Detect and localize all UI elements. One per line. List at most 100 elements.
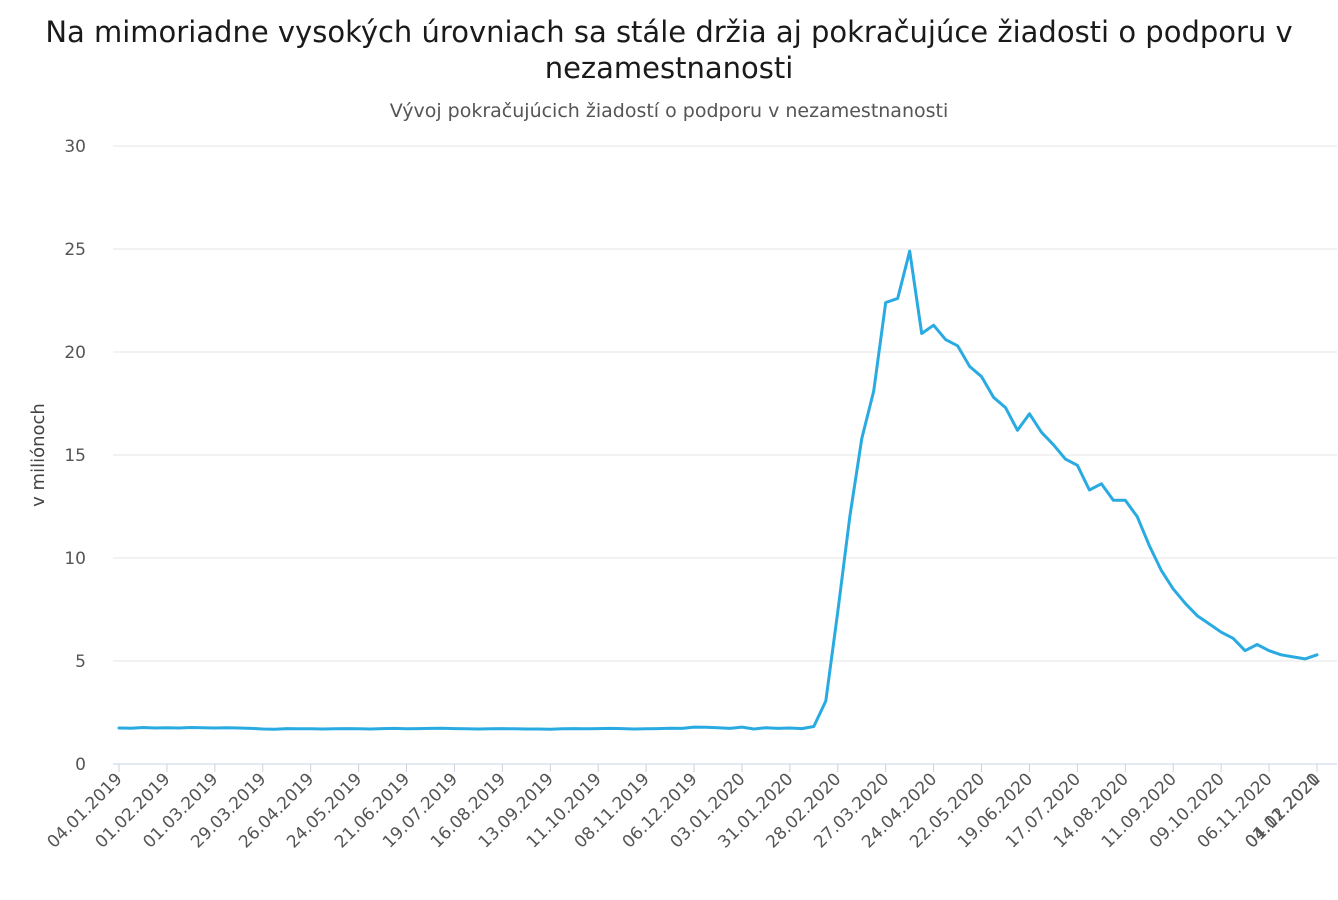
- data-point: [621, 727, 624, 730]
- data-point: [728, 727, 732, 730]
- data-point: [129, 727, 133, 730]
- data-point: [141, 726, 145, 729]
- data-point: [177, 726, 181, 730]
- data-point: [441, 727, 444, 730]
- data-point: [597, 727, 600, 730]
- data-point: [932, 324, 935, 327]
- data-point: [1243, 649, 1247, 652]
- data-point: [836, 610, 839, 613]
- series-line: [117, 249, 1319, 731]
- data-point: [908, 249, 911, 253]
- data-point: [800, 727, 804, 730]
- data-point: [285, 727, 288, 730]
- data-point: [680, 727, 684, 730]
- data-point: [884, 301, 887, 304]
- data-point: [848, 515, 851, 518]
- data-point: [1112, 499, 1115, 502]
- data-point: [249, 727, 252, 730]
- data-point: [477, 727, 480, 731]
- data-point: [740, 725, 744, 729]
- data-point: [968, 365, 971, 368]
- data-point: [764, 726, 768, 729]
- data-point: [237, 726, 240, 730]
- gridlines: [113, 145, 1337, 662]
- data-point: [1136, 515, 1139, 518]
- data-point: [513, 727, 516, 730]
- data-point: [1004, 406, 1007, 409]
- data-point: [1100, 482, 1103, 485]
- data-point: [297, 727, 300, 730]
- data-point: [812, 725, 815, 728]
- data-point: [333, 727, 336, 730]
- data-point: [525, 727, 528, 731]
- data-point: [321, 727, 324, 731]
- y-tick-label: 10: [64, 549, 86, 569]
- data-point: [489, 727, 492, 730]
- data-point: [920, 332, 923, 335]
- data-point: [860, 437, 863, 440]
- data-point: [980, 375, 983, 378]
- data-point: [716, 726, 720, 729]
- data-point: [273, 728, 276, 731]
- data-point: [381, 727, 384, 730]
- data-point: [369, 727, 372, 731]
- data-point: [189, 726, 193, 729]
- data-point: [561, 727, 564, 730]
- data-point: [165, 726, 169, 729]
- data-point: [117, 726, 121, 730]
- data-point: [213, 726, 216, 730]
- data-point: [429, 727, 432, 730]
- y-tick-label: 25: [64, 240, 86, 260]
- data-point: [788, 726, 792, 730]
- data-point: [1052, 443, 1055, 446]
- data-point: [201, 726, 205, 729]
- data-point: [668, 727, 672, 730]
- data-point: [956, 344, 959, 347]
- data-point: [309, 727, 312, 730]
- data-point: [1064, 457, 1067, 461]
- data-point: [1220, 631, 1223, 634]
- data-point: [824, 699, 827, 703]
- data-point: [704, 726, 708, 729]
- data-point: [537, 727, 540, 731]
- data-point: [752, 727, 756, 731]
- data-point: [896, 297, 899, 300]
- data-point: [453, 727, 456, 730]
- data-point: [1160, 569, 1163, 572]
- data-point: [1303, 657, 1307, 661]
- data-point: [609, 727, 612, 730]
- data-point: [501, 727, 504, 730]
- data-point: [1291, 655, 1295, 659]
- data-point: [261, 727, 264, 731]
- data-point: [1255, 643, 1259, 646]
- data-point: [692, 725, 696, 729]
- data-point: [1196, 614, 1199, 617]
- data-point: [644, 727, 648, 730]
- x-axis-ticks: 04.01.201901.02.201901.03.201929.03.2019…: [44, 764, 1325, 852]
- y-tick-label: 20: [64, 343, 86, 363]
- data-point: [585, 727, 588, 730]
- data-point: [573, 727, 576, 730]
- data-point: [1016, 429, 1019, 432]
- data-point: [1028, 412, 1031, 415]
- data-point: [1231, 637, 1235, 640]
- chart-title: Na mimoriadne vysokých úrovniach sa stál…: [45, 15, 1293, 85]
- data-point: [393, 727, 396, 730]
- data-point: [632, 727, 636, 731]
- y-axis-ticks: 0 5 10 15 20 25 30: [64, 137, 86, 775]
- data-point: [1076, 464, 1079, 467]
- y-tick-label: 0: [75, 755, 86, 775]
- chart-subtitle: Vývoj pokračujúcich žiadostí o podporu v…: [389, 100, 949, 122]
- series-group: [117, 249, 1319, 731]
- data-point: [656, 727, 660, 730]
- data-point: [1172, 587, 1175, 591]
- data-point: [1267, 649, 1271, 652]
- y-tick-label: 15: [64, 446, 86, 466]
- data-point: [417, 727, 420, 730]
- y-tick-label: 5: [75, 652, 86, 672]
- data-point: [345, 727, 348, 730]
- data-point: [357, 727, 360, 730]
- data-point: [992, 396, 995, 399]
- data-point: [549, 728, 552, 731]
